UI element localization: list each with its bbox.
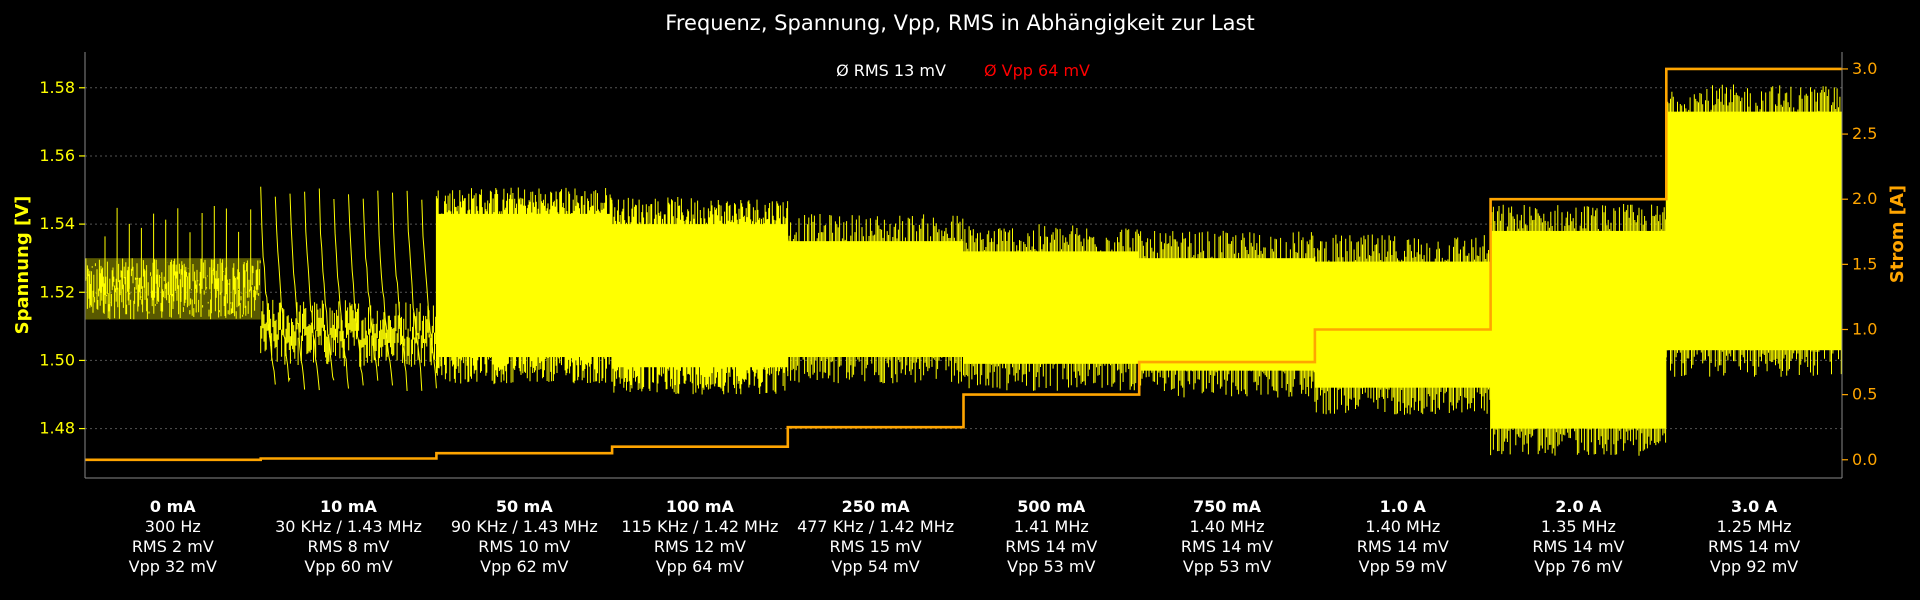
category-frequency-label: 90 KHz / 1.43 MHz (451, 517, 598, 536)
category-vpp-label: Vpp 53 mV (1007, 557, 1095, 576)
category-frequency-label: 1.25 MHz (1717, 517, 1792, 536)
category-rms-label: RMS 14 mV (1532, 537, 1624, 556)
category-load-label: 3.0 A (1731, 497, 1778, 516)
voltage-segment (1314, 234, 1491, 415)
category-load-label: 50 mA (496, 497, 554, 516)
y-tick-label: 1.54 (39, 214, 75, 233)
voltage-segment (1665, 84, 1842, 377)
voltage-segment (1490, 204, 1667, 456)
avg-rms-annotation: Ø RMS 13 mV (836, 61, 946, 80)
category-load-label: 250 mA (842, 497, 911, 516)
y2-tick-label: 0.5 (1852, 385, 1877, 404)
right-y-ticks: 0.0 0.5 1.0 1.5 2.0 2.5 3.0 (1842, 59, 1877, 469)
category-frequency-label: 115 KHz / 1.42 MHz (621, 517, 778, 536)
voltage-segment (611, 197, 789, 395)
current-step-line (85, 67, 1842, 462)
category-rms-label: RMS 10 mV (478, 537, 570, 556)
axes (84, 52, 1843, 479)
y-tick-label: 1.50 (39, 350, 75, 369)
avg-vpp-annotation: Ø Vpp 64 mV (984, 61, 1090, 80)
voltage-segment (963, 224, 1140, 391)
category-load-label: 1.0 A (1380, 497, 1427, 516)
voltage-trace (84, 84, 1842, 456)
y2-tick-label: 2.5 (1852, 124, 1877, 143)
chart-title: Frequenz, Spannung, Vpp, RMS in Abhängig… (665, 11, 1254, 35)
category-vpp-label: Vpp 53 mV (1183, 557, 1271, 576)
y2-tick-label: 0.0 (1852, 450, 1877, 469)
y2-tick-label: 1.0 (1852, 319, 1877, 338)
voltage-segment (84, 206, 261, 320)
category-frequency-label: 1.40 MHz (1365, 517, 1440, 536)
category-load-label: 2.0 A (1555, 497, 1602, 516)
category-rms-label: RMS 14 mV (1357, 537, 1449, 556)
category-rms-label: RMS 14 mV (1005, 537, 1097, 556)
category-vpp-label: Vpp 76 mV (1534, 557, 1622, 576)
category-rms-label: RMS 12 mV (654, 537, 746, 556)
category-load-label: 500 mA (1017, 497, 1086, 516)
category-rms-label: RMS 15 mV (830, 537, 922, 556)
y2-axis-label: Strom [A] (1887, 185, 1908, 283)
y-tick-label: 1.58 (39, 78, 75, 97)
category-frequency-label: 1.35 MHz (1541, 517, 1616, 536)
category-frequency-label: 30 KHz / 1.43 MHz (275, 517, 422, 536)
category-frequency-label: 300 Hz (145, 517, 201, 536)
voltage-segment (787, 214, 964, 384)
category-load-label: 100 mA (666, 497, 735, 516)
category-load-label: 750 mA (1193, 497, 1262, 516)
voltage-segment (1138, 230, 1315, 398)
category-rms-label: RMS 14 mV (1181, 537, 1273, 556)
y-tick-label: 1.52 (39, 282, 75, 301)
voltage-segment (435, 187, 613, 385)
voltage-segment (260, 186, 437, 392)
y2-tick-label: 2.0 (1852, 189, 1877, 208)
category-rms-label: RMS 8 mV (308, 537, 390, 556)
category-frequency-label: 1.41 MHz (1014, 517, 1089, 536)
category-vpp-label: Vpp 59 mV (1359, 557, 1447, 576)
category-load-label: 10 mA (320, 497, 378, 516)
category-frequency-label: 477 KHz / 1.42 MHz (797, 517, 954, 536)
y-tick-label: 1.56 (39, 146, 75, 165)
y2-tick-label: 1.5 (1852, 254, 1877, 273)
category-vpp-label: Vpp 54 mV (831, 557, 919, 576)
category-frequency-label: 1.40 MHz (1190, 517, 1265, 536)
category-vpp-label: Vpp 32 mV (129, 557, 217, 576)
category-vpp-label: Vpp 62 mV (480, 557, 568, 576)
category-vpp-label: Vpp 92 mV (1710, 557, 1798, 576)
category-rms-label: RMS 14 mV (1708, 537, 1800, 556)
y-axis-label: Spannung [V] (12, 196, 33, 335)
category-rms-label: RMS 2 mV (132, 537, 214, 556)
category-load-label: 0 mA (150, 497, 196, 516)
category-vpp-label: Vpp 60 mV (304, 557, 392, 576)
left-y-ticks: 1.48 1.50 1.52 1.54 1.56 1.58 (39, 78, 85, 438)
y-tick-label: 1.48 (39, 419, 75, 438)
y2-tick-label: 3.0 (1852, 59, 1877, 78)
category-vpp-label: Vpp 64 mV (656, 557, 744, 576)
